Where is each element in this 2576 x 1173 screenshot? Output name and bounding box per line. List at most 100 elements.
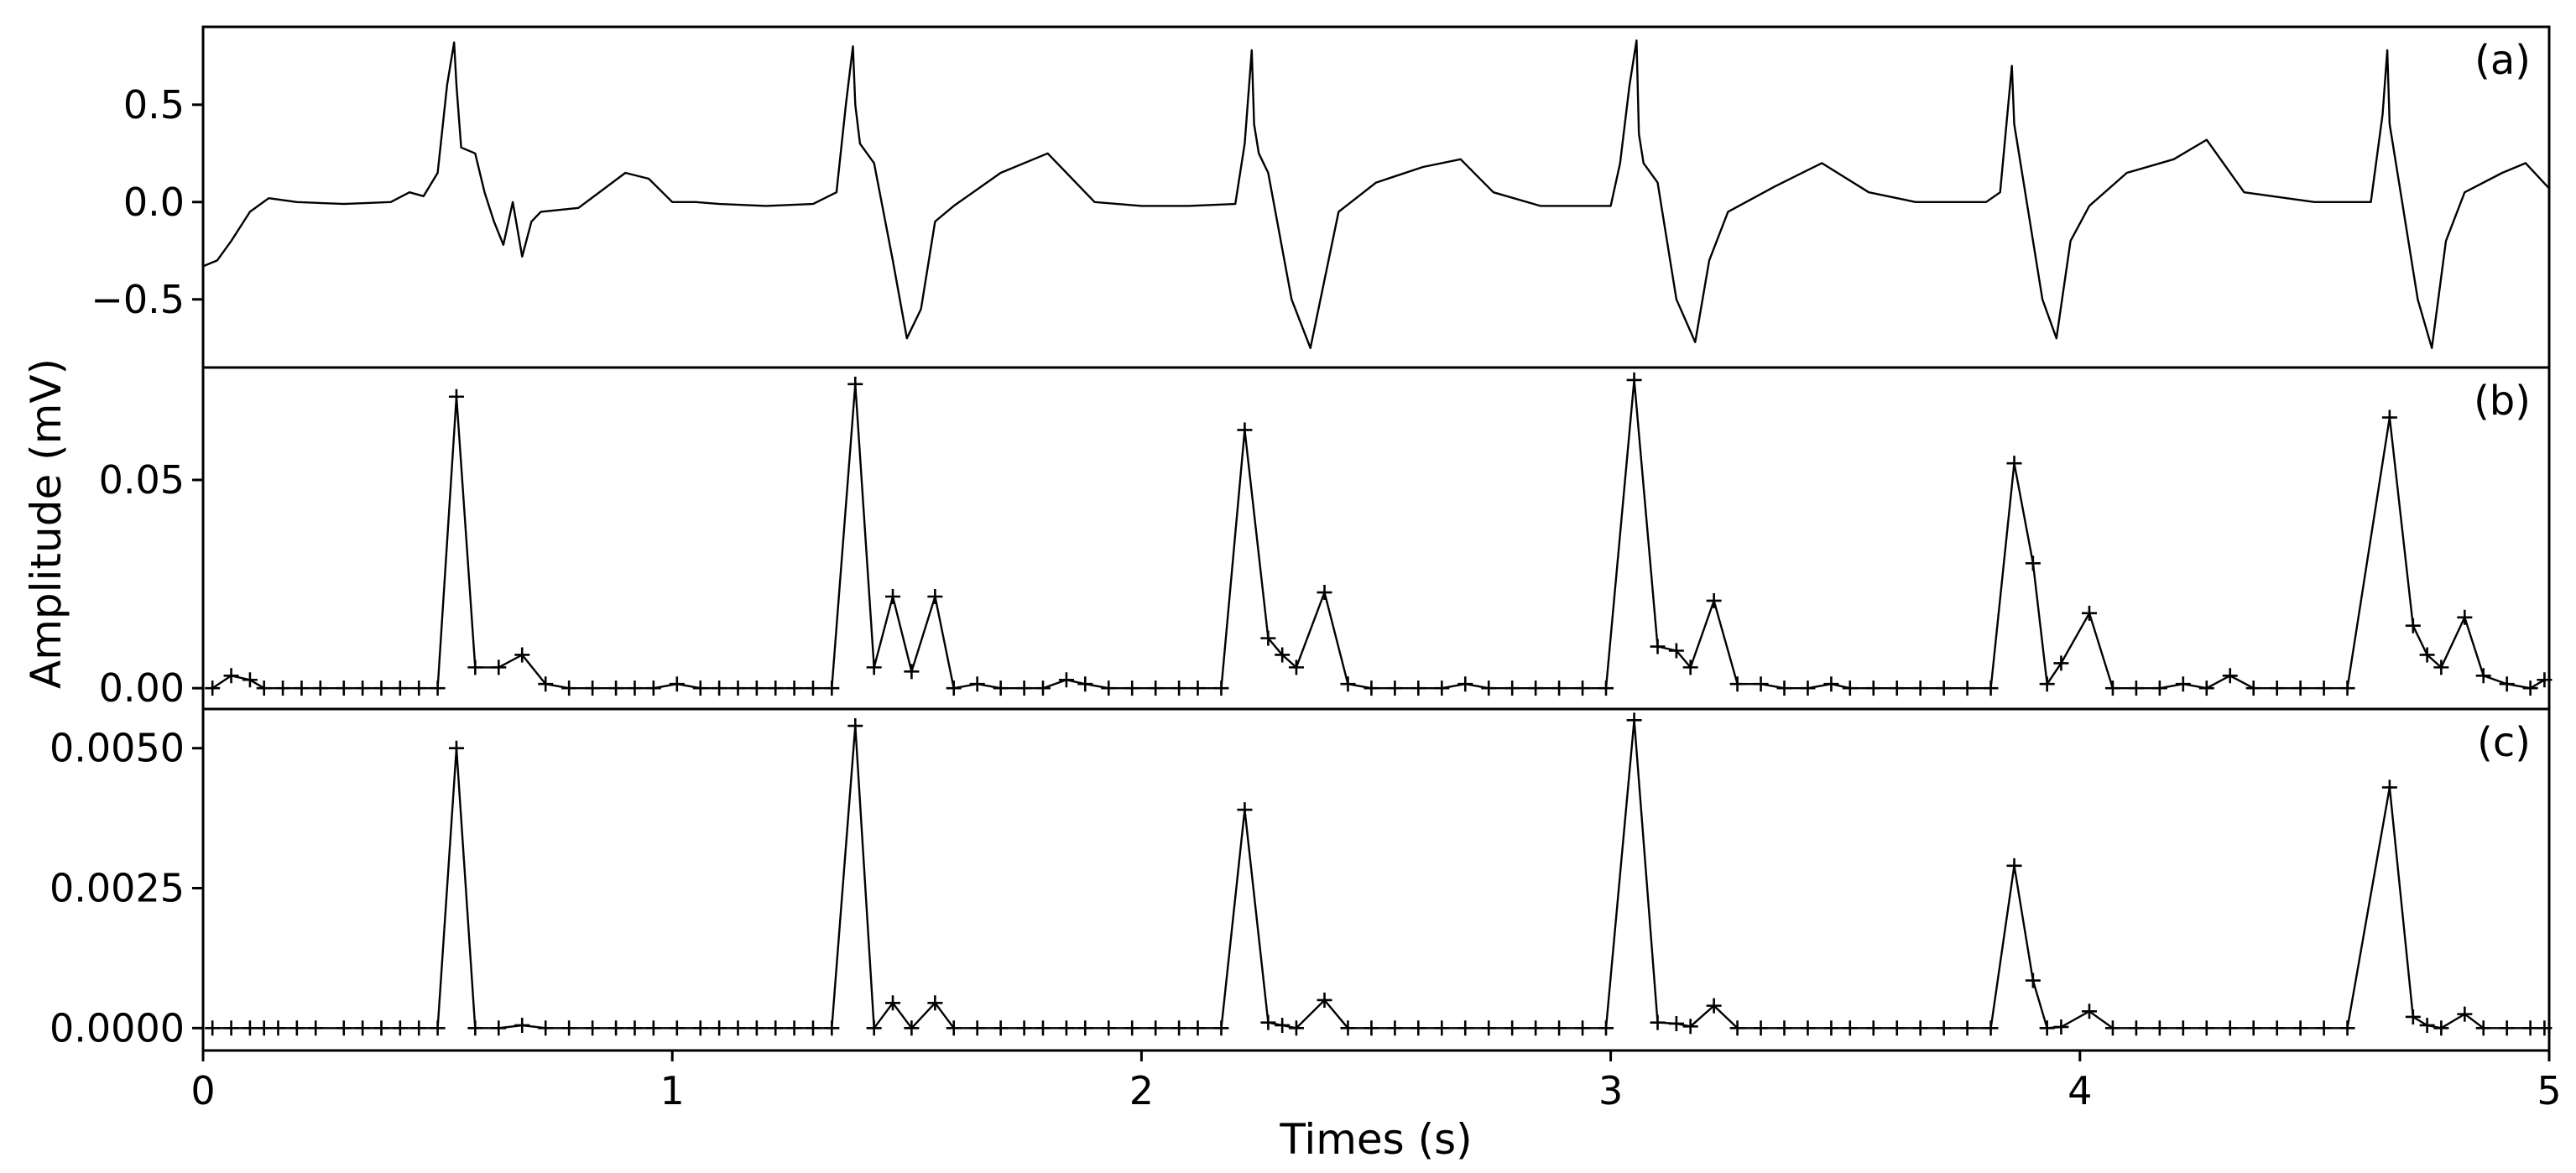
data-point [669,676,685,692]
data-point [2405,618,2421,633]
data-point [1598,680,1614,696]
y-tick-label: 0.0050 [50,726,185,771]
data-point [1481,680,1497,696]
data-point [1983,1020,1999,1036]
data-point [373,1020,389,1036]
data-point [1753,1020,1769,1036]
data-point [2006,858,2022,873]
data-point [2269,680,2285,696]
x-axis-label: Times (s) [1279,1115,1472,1164]
data-point [1016,680,1032,696]
data-point [2128,1020,2144,1036]
data-point [2104,1020,2120,1036]
data-point [805,680,821,696]
data-point [2198,1020,2214,1036]
data-point [242,672,258,688]
data-point [2222,1020,2238,1036]
data-point [1213,680,1229,696]
data-point [2457,1006,2473,1022]
data-point [1148,1020,1164,1036]
data-point [1190,680,1206,696]
x-axis: 0 1 2 3 4 5 [190,1050,2562,1113]
data-point [1260,630,1276,646]
data-point [824,680,840,696]
data-point [2522,680,2538,696]
y-axis-label: Amplitude (mV) [22,358,70,689]
data-point [1411,680,1426,696]
data-point [2499,1020,2515,1036]
x-tick-label: 4 [2068,1068,2092,1113]
panel-label: (b) [2474,378,2531,425]
data-point [223,1020,239,1036]
data-point [430,1020,446,1036]
data-point [2381,779,2397,795]
data-point [561,1020,577,1036]
data-point [1936,1020,1952,1036]
data-point [2104,680,2120,696]
data-point [2292,1020,2308,1036]
data-point [1434,1020,1450,1036]
data-point [585,1020,601,1036]
data-point [669,1020,685,1036]
data-point [2128,680,2144,696]
data-point [1668,1015,1684,1031]
panels-layer: −0.50.00.5(a)0.000.05(b)0.00000.00250.00… [50,25,2562,1113]
series-line [202,39,2550,349]
data-point [1776,680,1792,696]
x-tick-label: 3 [1598,1068,1623,1113]
data-point [1171,1020,1187,1036]
data-point [1237,802,1253,818]
data-point [712,680,727,696]
data-point [1551,680,1567,696]
data-point [866,659,882,675]
data-point [1058,672,1074,688]
data-point [1865,1020,1881,1036]
data-point [538,1020,554,1036]
data-point [2537,1020,2553,1036]
data-point [1865,680,1881,696]
data-point [2419,647,2435,663]
data-point [2433,1020,2449,1036]
data-point [1171,680,1187,696]
data-point [308,1020,324,1036]
data-point [2245,1020,2261,1036]
data-point [1434,680,1450,696]
data-point [2151,680,2167,696]
panel-3: 0.0000 0.0025 0.0050 (c) [50,707,2553,1052]
data-point [2537,672,2553,688]
data-point [1288,1020,1304,1036]
y-tick-label: −0.5 [91,277,185,322]
data-point [1682,1019,1698,1035]
data-point [1959,1020,1975,1036]
data-point [205,1020,221,1036]
data-point [768,680,784,696]
data-point [1275,1017,1291,1033]
data-point [1626,372,1642,388]
data-point [1959,680,1975,696]
data-point [1682,659,1698,675]
data-point [373,680,389,696]
data-point [946,680,962,696]
data-point [1800,680,1816,696]
data-point [2339,1020,2355,1036]
data-point [2198,680,2214,696]
data-point [904,664,920,680]
data-point [491,659,507,675]
data-point [392,1020,408,1036]
x-tick-label: 5 [2537,1068,2561,1113]
data-point [2339,680,2355,696]
data-point [256,1020,272,1036]
data-point [467,659,483,675]
data-point [885,995,901,1011]
data-point [2269,1020,2285,1036]
data-point [1364,680,1379,696]
data-point [256,680,272,696]
data-point [2006,456,2022,472]
x-tick-label: 1 [660,1068,685,1113]
data-point [2175,1020,2191,1036]
data-point [1626,712,1642,728]
data-point [1912,680,1928,696]
data-point [1575,1020,1591,1036]
data-point [805,1020,821,1036]
